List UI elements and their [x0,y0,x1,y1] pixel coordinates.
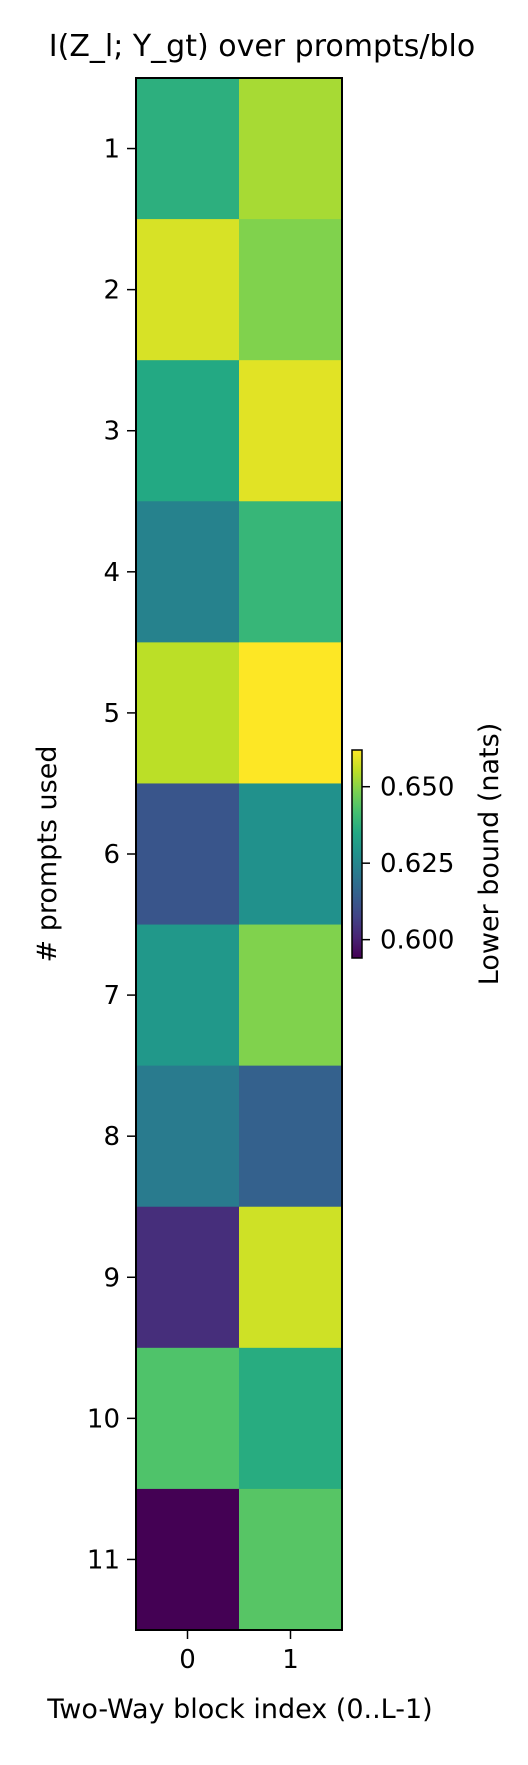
heatmap-cell-r5-c0 [136,642,240,784]
heatmap-cell-r8-c1 [239,1065,343,1208]
heatmap-cell-r10-c0 [136,1347,240,1490]
y-axis-ticks: 1 2 3 4 5 6 7 8 9 10 11 [87,135,136,1575]
colorbar-tick-label: 0.600 [380,926,454,956]
heatmap-cell-r3-c1 [239,360,343,502]
y-tick-label: 8 [103,1122,120,1152]
y-tick-label: 10 [87,1404,120,1434]
heatmap-cell-r11-c0 [136,1488,240,1631]
heatmap-cell-r6-c0 [136,783,240,926]
y-axis-label: # prompts used [32,746,63,963]
colorbar-label: Lower bound (nats) [474,723,505,985]
heatmap-cell-r2-c1 [239,219,343,361]
heatmap-cell-r2-c0 [136,219,240,361]
heatmap-cell-r7-c1 [239,924,343,1067]
y-tick-label: 11 [87,1545,120,1575]
heatmap-cell-r11-c1 [239,1488,343,1631]
chart-title: I(Z_l; Y_gt) over prompts/blo [49,29,475,64]
y-tick-label: 4 [103,558,120,588]
heatmap-cell-r1-c0 [136,78,240,220]
y-tick-label: 2 [103,276,120,306]
y-tick-label: 9 [103,1263,120,1293]
colorbar-tick-label: 0.650 [380,773,454,803]
colorbar [351,749,363,959]
heatmap-cell-r4-c1 [239,501,343,643]
x-tick-label: 1 [282,1645,299,1675]
heatmap-cell-r3-c0 [136,360,240,502]
x-tick-label: 0 [179,1645,196,1675]
y-tick-label: 1 [103,135,120,165]
heatmap-cell-r4-c0 [136,501,240,643]
heatmap-cell-r8-c0 [136,1065,240,1208]
x-axis-label: Two-Way block index (0..L-1) [46,1694,432,1725]
heatmap-cell-r5-c1 [239,642,343,784]
colorbar-tick-label: 0.625 [380,849,454,879]
y-tick-label: 7 [103,981,120,1011]
heatmap-cell-r10-c1 [239,1347,343,1490]
heatmap-cell-r1-c1 [239,78,343,220]
y-tick-label: 5 [103,699,120,729]
heatmap-cell-r9-c1 [239,1206,343,1349]
colorbar-ticks: 0.600 0.625 0.650 [362,773,454,956]
y-tick-label: 6 [103,840,120,870]
y-tick-label: 3 [103,417,120,447]
heatmap-cell-r7-c0 [136,924,240,1067]
heatmap-cells [136,78,343,1631]
heatmap-cell-r9-c0 [136,1206,240,1349]
heatmap-cell-r6-c1 [239,783,343,926]
